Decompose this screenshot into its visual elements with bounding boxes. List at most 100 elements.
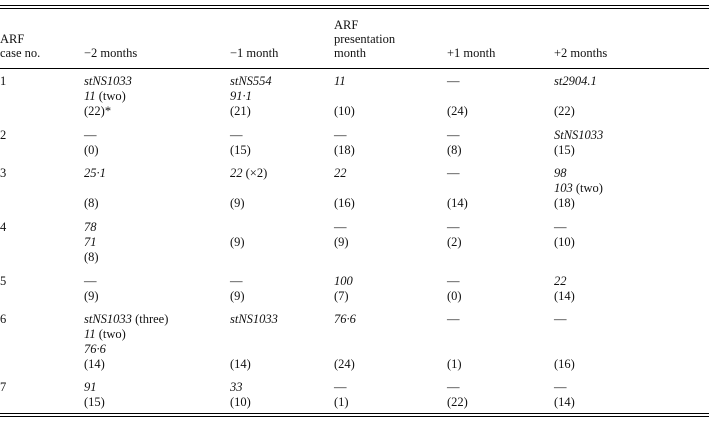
cell-value: stNS1033	[84, 74, 132, 88]
cell-value: (10)	[554, 235, 575, 249]
table-cell: (2)	[447, 235, 462, 250]
cell-value: (14)	[84, 357, 105, 371]
cell-value: —	[554, 312, 567, 326]
header-presentation-line1: ARF	[334, 18, 359, 32]
table-cell: —	[334, 128, 347, 143]
table-cell: 78	[84, 220, 97, 235]
cell-value: 78	[84, 220, 97, 234]
cell-value: (15)	[84, 395, 105, 409]
case-number: 2	[0, 128, 7, 142]
cell-value: 91·1	[230, 89, 252, 103]
cell-value: 71	[84, 235, 97, 249]
table-cell: 100	[334, 274, 353, 289]
cell-value: (22)	[554, 104, 575, 118]
header-rule	[0, 68, 709, 69]
cell-suffix: (×2)	[242, 166, 268, 180]
header-presentation-line2: presentation	[334, 32, 396, 46]
top-rule-2	[0, 8, 709, 9]
cell-value: (9)	[230, 196, 245, 210]
table-cell: (15)	[84, 395, 105, 410]
table-cell: —	[447, 166, 460, 181]
table-cell: (18)	[334, 143, 355, 158]
header-presentation-line3: month	[334, 46, 366, 60]
table-cell: (9)	[230, 196, 245, 211]
cell-value: —	[554, 380, 567, 394]
table-cell: 11	[334, 74, 346, 89]
table-cell: (16)	[554, 357, 575, 372]
cell-value: st2904.1	[554, 74, 597, 88]
table-cell: 22	[334, 166, 347, 181]
table-cell: (9)	[230, 289, 245, 304]
table-cell: (18)	[554, 196, 575, 211]
table-cell: —	[554, 312, 567, 327]
cell-value: 76·6	[84, 342, 106, 356]
table-cell: —	[554, 380, 567, 395]
cell-value: —	[84, 128, 97, 142]
cell-value: —	[447, 166, 460, 180]
cell-value: —	[84, 274, 97, 288]
cell-value: 33	[230, 380, 243, 394]
cell-value: 91	[84, 380, 97, 394]
cell-value: (0)	[447, 289, 462, 303]
cell-value: (16)	[334, 196, 355, 210]
cell-value: (1)	[334, 395, 349, 409]
table-cell: 11 (two)	[84, 327, 126, 342]
cell-value: (9)	[84, 289, 99, 303]
cell-value: —	[334, 128, 347, 142]
table-cell: stNS554	[230, 74, 272, 89]
table-cell: —	[447, 220, 460, 235]
cell-value: —	[447, 274, 460, 288]
cell-value: (24)	[334, 357, 355, 371]
table-cell: —	[554, 220, 567, 235]
table-cell: 22 (×2)	[230, 166, 267, 181]
case-number: 7	[0, 380, 7, 394]
bottom-rule-1	[0, 413, 709, 414]
table-cell: 91·1	[230, 89, 252, 104]
table-cell: 76·6	[334, 312, 356, 327]
table-cell: —	[447, 128, 460, 143]
table-cell: —	[334, 380, 347, 395]
table-cell: stNS1033	[84, 74, 132, 89]
table-cell: (9)	[84, 289, 99, 304]
table-cell: (22)	[447, 395, 468, 410]
cell-value: (22)*	[84, 104, 112, 118]
header-case-line1: ARF	[0, 32, 25, 46]
header-minus-1-month: −1 month	[230, 46, 279, 60]
table-cell: (8)	[84, 250, 99, 265]
cell-value: (15)	[230, 143, 251, 157]
cell-value: (14)	[230, 357, 251, 371]
table-cell: (24)	[447, 104, 468, 119]
table-cell: (21)	[230, 104, 251, 119]
table-cell: (14)	[554, 395, 575, 410]
table-cell: 33	[230, 380, 243, 395]
table-cell: (16)	[334, 196, 355, 211]
cell-value: 100	[334, 274, 353, 288]
cell-value: —	[447, 74, 460, 88]
table-cell: —	[230, 128, 243, 143]
cell-value: —	[334, 220, 347, 234]
case-number: 1	[0, 74, 7, 88]
cell-value: 25·1	[84, 166, 106, 180]
cell-value: (10)	[230, 395, 251, 409]
table-cell: 71	[84, 235, 97, 250]
cell-suffix: (two)	[95, 327, 126, 341]
cell-value: 98	[554, 166, 567, 180]
table-cell: 91	[84, 380, 97, 395]
table-cell: stNS1033 (three)	[84, 312, 168, 327]
table-cell: 25·1	[84, 166, 106, 181]
cell-value: (14)	[554, 289, 575, 303]
cell-value: (14)	[447, 196, 468, 210]
cell-value: (22)	[447, 395, 468, 409]
table-cell: 98	[554, 166, 567, 181]
header-minus-2-months: −2 months	[84, 46, 138, 60]
cell-value: 22	[334, 166, 347, 180]
table-cell: —	[447, 274, 460, 289]
cell-value: —	[554, 220, 567, 234]
cell-value: —	[447, 128, 460, 142]
cell-value: (10)	[334, 104, 355, 118]
table-cell: (0)	[447, 289, 462, 304]
bottom-rule-2	[0, 416, 709, 417]
cell-value: (7)	[334, 289, 349, 303]
cell-value: (15)	[554, 143, 575, 157]
cell-value: (18)	[334, 143, 355, 157]
